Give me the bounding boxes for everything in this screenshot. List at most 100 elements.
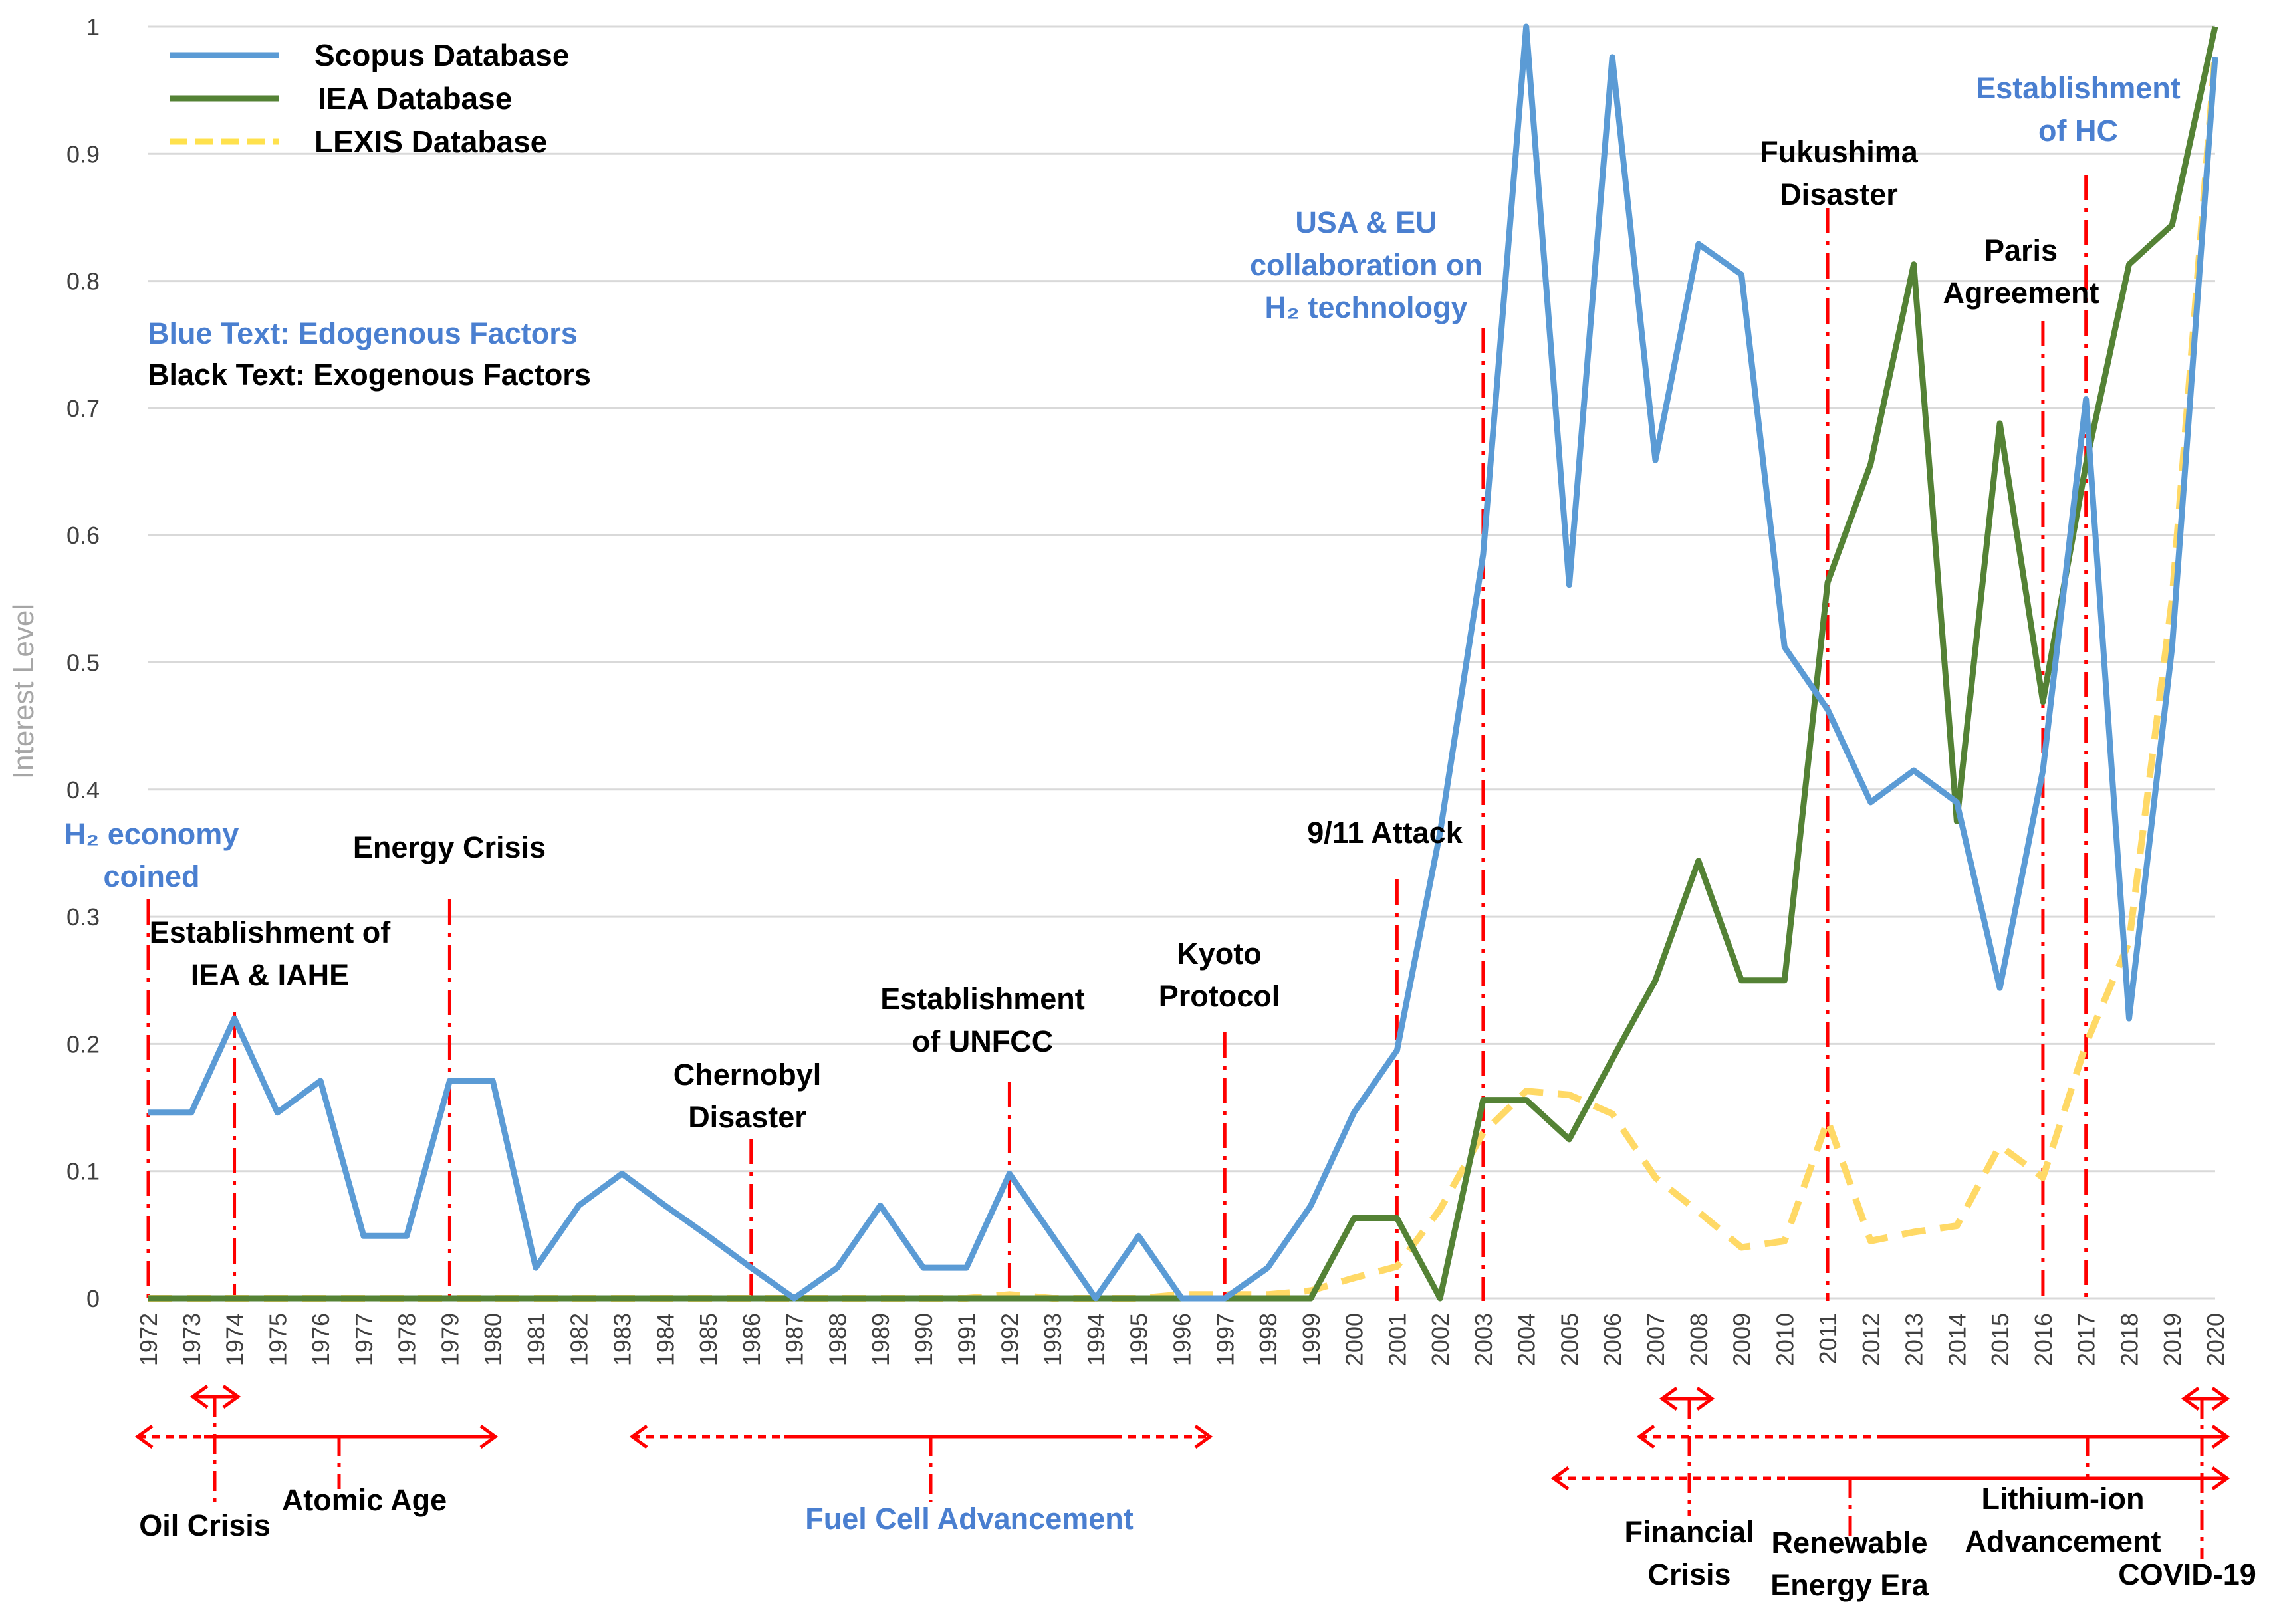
x-tick-label: 1988 [824, 1313, 851, 1366]
event-label-chernobyl: Disaster [688, 1100, 806, 1134]
x-tick-label: 1995 [1126, 1313, 1153, 1366]
x-tick-label: 1972 [135, 1313, 162, 1366]
event-label-911: 9/11 Attack [1307, 816, 1463, 850]
x-tick-label: 2017 [2073, 1313, 2100, 1366]
event-label-h2-economy: H₂ economy [64, 817, 239, 851]
event-label-hc: Establishment [1976, 71, 2181, 105]
y-tick-label: 0.1 [66, 1158, 100, 1185]
gridlines [148, 25, 2215, 1300]
x-tick-label: 2013 [1901, 1313, 1928, 1366]
x-tick-label: 2012 [1857, 1313, 1885, 1366]
x-tick-label: 2002 [1427, 1313, 1454, 1366]
y-tick-label: 0.7 [66, 395, 100, 422]
period-arrow-fuel-cell [629, 1424, 648, 1449]
event-label-usa-eu: collaboration on [1250, 248, 1483, 282]
x-tick-label: 1979 [436, 1313, 463, 1366]
period-label-covid: COVID-19 [2118, 1558, 2256, 1591]
x-tick-label: 2003 [1470, 1313, 1497, 1366]
x-tick-label: 2008 [1685, 1313, 1713, 1366]
x-tick-label: 1999 [1298, 1313, 1325, 1366]
event-label-fukushima: Disaster [1780, 177, 1898, 211]
x-tick-label: 2007 [1642, 1313, 1669, 1366]
x-tick-label: 1994 [1082, 1313, 1110, 1366]
x-tick-label: 2005 [1556, 1313, 1583, 1366]
y-tick-label: 0.6 [66, 522, 100, 549]
event-label-chernobyl: Chernobyl [673, 1058, 822, 1092]
x-tick-label: 1978 [394, 1313, 421, 1366]
period-arrow-financial-crisis [1659, 1386, 1678, 1411]
x-tick-label: 2006 [1599, 1313, 1626, 1366]
x-tick-label: 1982 [566, 1313, 593, 1366]
legend-label-lexis: LEXIS Database [314, 124, 547, 159]
x-tick-label: 2001 [1383, 1313, 1411, 1366]
event-label-kyoto: Kyoto [1177, 937, 1262, 971]
period-arrow-lithium-ion [1636, 1424, 1655, 1449]
period-arrow-covid [2181, 1386, 2200, 1411]
x-tick-label: 1990 [910, 1313, 937, 1366]
x-tick-label: 1985 [695, 1313, 722, 1366]
y-tick-label: 0.3 [66, 903, 100, 931]
x-axis-tick-labels: 1972 1973 1974 1975 1976 1977 1978 1979 1980 1981… [135, 1313, 2229, 1366]
y-tick-label: 0.2 [66, 1030, 100, 1058]
legend-label-iea: IEA Database [318, 81, 512, 116]
period-arrow-atomic-age [479, 1424, 499, 1449]
x-tick-label: 2011 [1814, 1313, 1842, 1364]
event-label-h2-economy: coined [103, 860, 199, 893]
event-label-usa-eu: H₂ technology [1264, 290, 1467, 324]
x-tick-label: 1986 [738, 1313, 765, 1366]
y-tick-label: 0 [86, 1285, 100, 1312]
event-label-paris: Paris [1984, 233, 2058, 267]
x-tick-label: 2009 [1729, 1313, 1756, 1366]
event-marker-lines [146, 175, 2088, 1301]
period-arrow-oil-crisis [222, 1384, 241, 1409]
data-series [148, 23, 2218, 1302]
y-tick-label: 0.4 [66, 776, 100, 804]
x-tick-label: 2016 [2030, 1313, 2057, 1366]
x-tick-label: 1974 [221, 1313, 249, 1366]
period-arrow-renewable [2211, 1466, 2230, 1491]
legend: Scopus Database IEA Database LEXIS Datab… [170, 38, 569, 159]
x-tick-label: 1973 [178, 1313, 205, 1366]
period-arrow-oil-crisis [189, 1384, 209, 1409]
period-arrow-fuel-cell [1194, 1424, 1213, 1449]
x-tick-label: 1996 [1169, 1313, 1196, 1366]
x-tick-label: 1976 [307, 1313, 334, 1366]
period-arrow-financial-crisis [1696, 1386, 1715, 1411]
x-tick-label: 1981 [523, 1313, 550, 1366]
period-arrow-lithium-ion [2211, 1424, 2230, 1449]
period-label-fuel-cell: Fuel Cell Advancement [805, 1502, 1133, 1536]
x-tick-label: 1989 [867, 1313, 894, 1366]
period-label-financial-crisis: Financial [1624, 1515, 1754, 1549]
y-tick-label: 0.5 [66, 649, 100, 677]
x-tick-label: 2015 [1986, 1313, 2014, 1366]
event-label-unfcc: of UNFCC [912, 1024, 1053, 1058]
key-endogenous: Blue Text: Edogenous Factors [148, 316, 578, 350]
x-tick-label: 2020 [2202, 1313, 2229, 1366]
event-label-paris: Agreement [1943, 276, 2099, 310]
event-label-iea-iahe: Establishment of [150, 915, 392, 949]
period-label-financial-crisis: Crisis [1647, 1558, 1731, 1591]
event-label-usa-eu: USA & EU [1295, 205, 1437, 239]
period-arrow-covid [2211, 1386, 2230, 1411]
x-tick-label: 1998 [1254, 1313, 1282, 1366]
event-label-hc: of HC [2038, 114, 2118, 148]
x-tick-label: 1977 [350, 1313, 378, 1366]
event-labels: H₂ economy coined Establishment of IEA & IA… [64, 71, 2256, 1602]
x-tick-label: 1975 [264, 1313, 291, 1366]
x-tick-label: 2004 [1513, 1313, 1540, 1366]
legend-label-scopus: Scopus Database [314, 38, 569, 72]
period-arrow-atomic-age [134, 1424, 154, 1449]
x-tick-label: 2018 [2115, 1313, 2143, 1366]
x-tick-label: 1991 [953, 1313, 981, 1366]
event-label-energy-crisis: Energy Crisis [353, 830, 546, 864]
period-label-renewable: Energy Era [1770, 1568, 1929, 1602]
x-tick-label: 1980 [479, 1313, 507, 1366]
y-axis-label: Interest Level [7, 604, 40, 779]
x-tick-label: 1983 [608, 1313, 636, 1366]
event-label-fukushima: Fukushima [1760, 135, 1919, 169]
x-tick-label: 1992 [996, 1313, 1023, 1366]
x-tick-label: 1984 [652, 1313, 679, 1366]
x-tick-label: 2014 [1943, 1313, 1970, 1366]
y-tick-label: 1 [86, 13, 100, 41]
